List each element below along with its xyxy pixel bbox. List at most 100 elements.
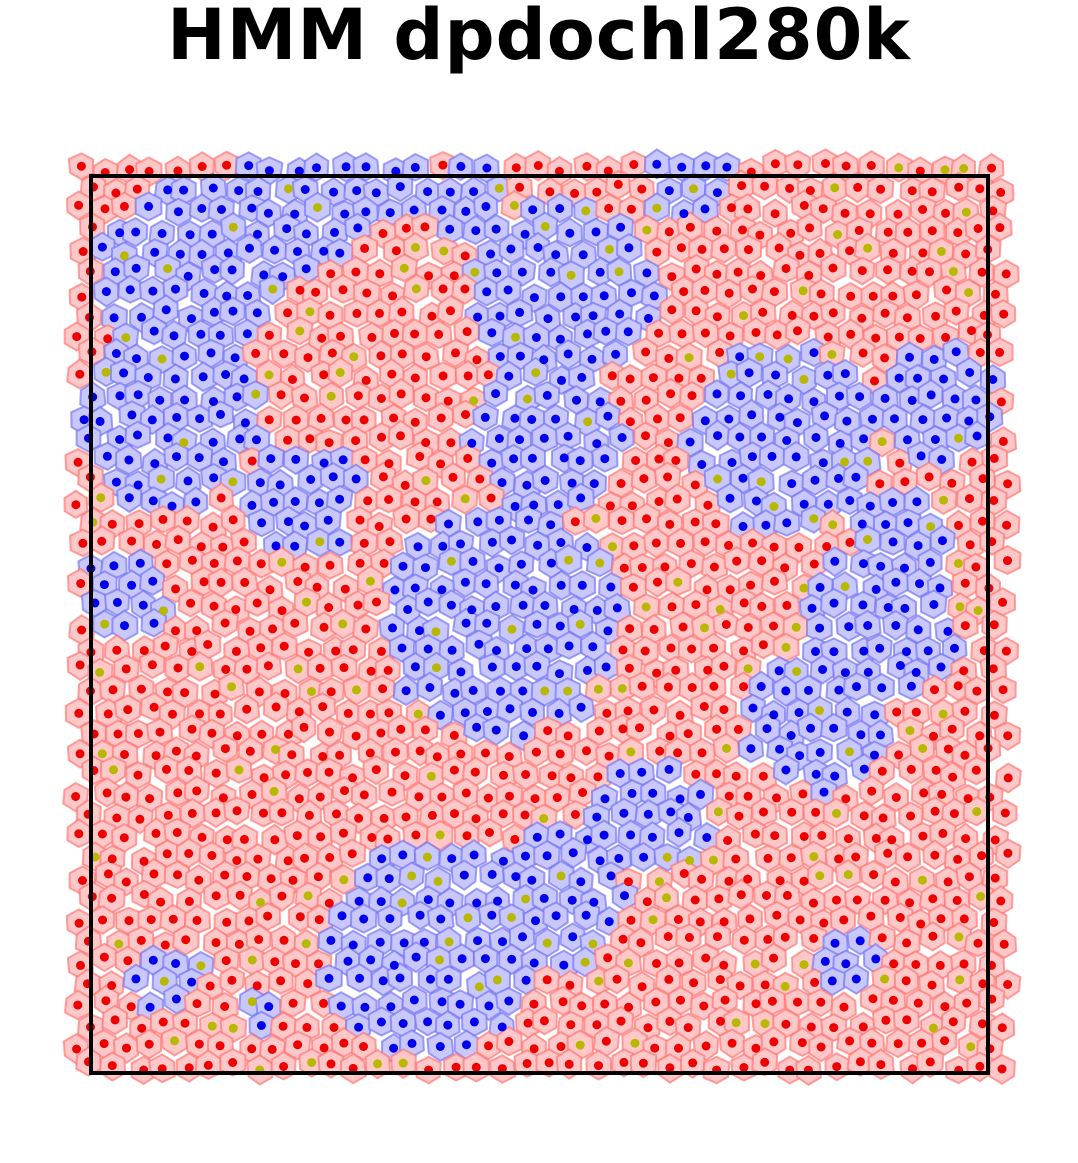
red-point <box>374 522 384 531</box>
red-point <box>629 541 639 551</box>
olive-point <box>726 369 736 379</box>
olive-point <box>938 709 948 719</box>
blue-point <box>724 414 734 424</box>
blue-point <box>870 710 880 720</box>
red-point <box>460 284 470 294</box>
olive-point <box>159 976 169 986</box>
red-point <box>75 749 85 759</box>
blue-point <box>468 556 478 566</box>
blue-point <box>112 597 122 607</box>
red-point <box>263 661 273 671</box>
red-point <box>103 334 113 344</box>
red-point <box>325 727 334 737</box>
red-point <box>253 854 263 864</box>
blue-point <box>255 478 265 488</box>
red-point <box>804 270 814 280</box>
olive-point <box>156 474 166 484</box>
red-point <box>420 222 430 232</box>
red-point <box>709 643 719 653</box>
blue-point <box>592 439 602 449</box>
red-point <box>818 204 828 214</box>
olive-point <box>961 207 971 217</box>
blue-point <box>951 347 961 357</box>
olive-point <box>474 982 484 992</box>
red-point <box>152 539 161 549</box>
red-point <box>483 370 493 380</box>
red-point <box>785 183 795 193</box>
red-point <box>640 646 650 656</box>
red-point <box>763 934 773 944</box>
olive-point <box>928 1023 938 1033</box>
red-point <box>745 914 755 924</box>
red-point <box>556 1042 566 1051</box>
red-point <box>135 814 145 824</box>
red-point <box>362 288 372 298</box>
red-point <box>719 705 729 715</box>
blue-point <box>679 209 689 219</box>
blue-point <box>735 432 745 442</box>
olive-point <box>588 939 598 949</box>
red-point <box>971 765 981 775</box>
red-point <box>242 872 252 881</box>
olive-point <box>781 642 791 652</box>
red-point <box>203 1060 213 1070</box>
blue-point <box>487 662 497 672</box>
blue-point <box>971 395 981 405</box>
red-point <box>758 640 768 650</box>
blue-point <box>702 833 712 842</box>
red-point <box>343 708 353 718</box>
olive-point <box>936 246 946 256</box>
olive-point <box>608 542 617 552</box>
red-point <box>876 1060 886 1070</box>
blue-point <box>578 292 588 302</box>
red-point <box>930 806 940 816</box>
red-point <box>191 751 201 761</box>
red-point <box>691 306 701 316</box>
red-point <box>523 1018 533 1028</box>
figure-title: HMM dpdochl280k <box>167 0 911 76</box>
red-point <box>194 875 204 885</box>
red-point <box>637 184 647 194</box>
red-point <box>817 831 827 840</box>
red-point <box>725 585 735 595</box>
blue-point <box>567 895 577 905</box>
blue-point <box>929 600 939 609</box>
olive-point <box>863 243 873 253</box>
olive-point <box>307 687 316 696</box>
red-point <box>367 332 377 342</box>
red-point <box>565 980 575 990</box>
blue-point <box>567 478 577 488</box>
red-point <box>391 246 401 256</box>
olive-point <box>953 558 963 568</box>
red-point <box>539 1016 549 1026</box>
red-point <box>187 724 197 734</box>
red-point <box>187 808 197 818</box>
red-point <box>215 1041 225 1051</box>
blue-point <box>616 222 626 232</box>
red-point <box>719 661 729 671</box>
blue-point <box>223 248 233 258</box>
blue-point <box>109 313 119 323</box>
red-point <box>724 288 734 298</box>
red-point <box>510 834 520 844</box>
red-point <box>913 998 923 1008</box>
olive-point <box>556 871 566 881</box>
red-point <box>748 538 758 548</box>
red-point <box>618 724 628 734</box>
blue-point <box>542 390 552 400</box>
blue-point <box>863 667 873 677</box>
red-point <box>98 915 108 925</box>
blue-point <box>551 911 561 921</box>
red-point <box>695 917 705 927</box>
blue-point <box>744 368 754 378</box>
blue-point <box>230 353 240 363</box>
red-point <box>954 182 964 192</box>
red-point <box>107 1061 117 1071</box>
blue-point <box>173 207 183 217</box>
red-point <box>389 413 399 423</box>
olive-point <box>830 183 840 193</box>
blue-point <box>666 807 676 817</box>
blue-point <box>423 597 433 607</box>
blue-point <box>95 416 105 426</box>
red-point <box>192 999 202 1009</box>
